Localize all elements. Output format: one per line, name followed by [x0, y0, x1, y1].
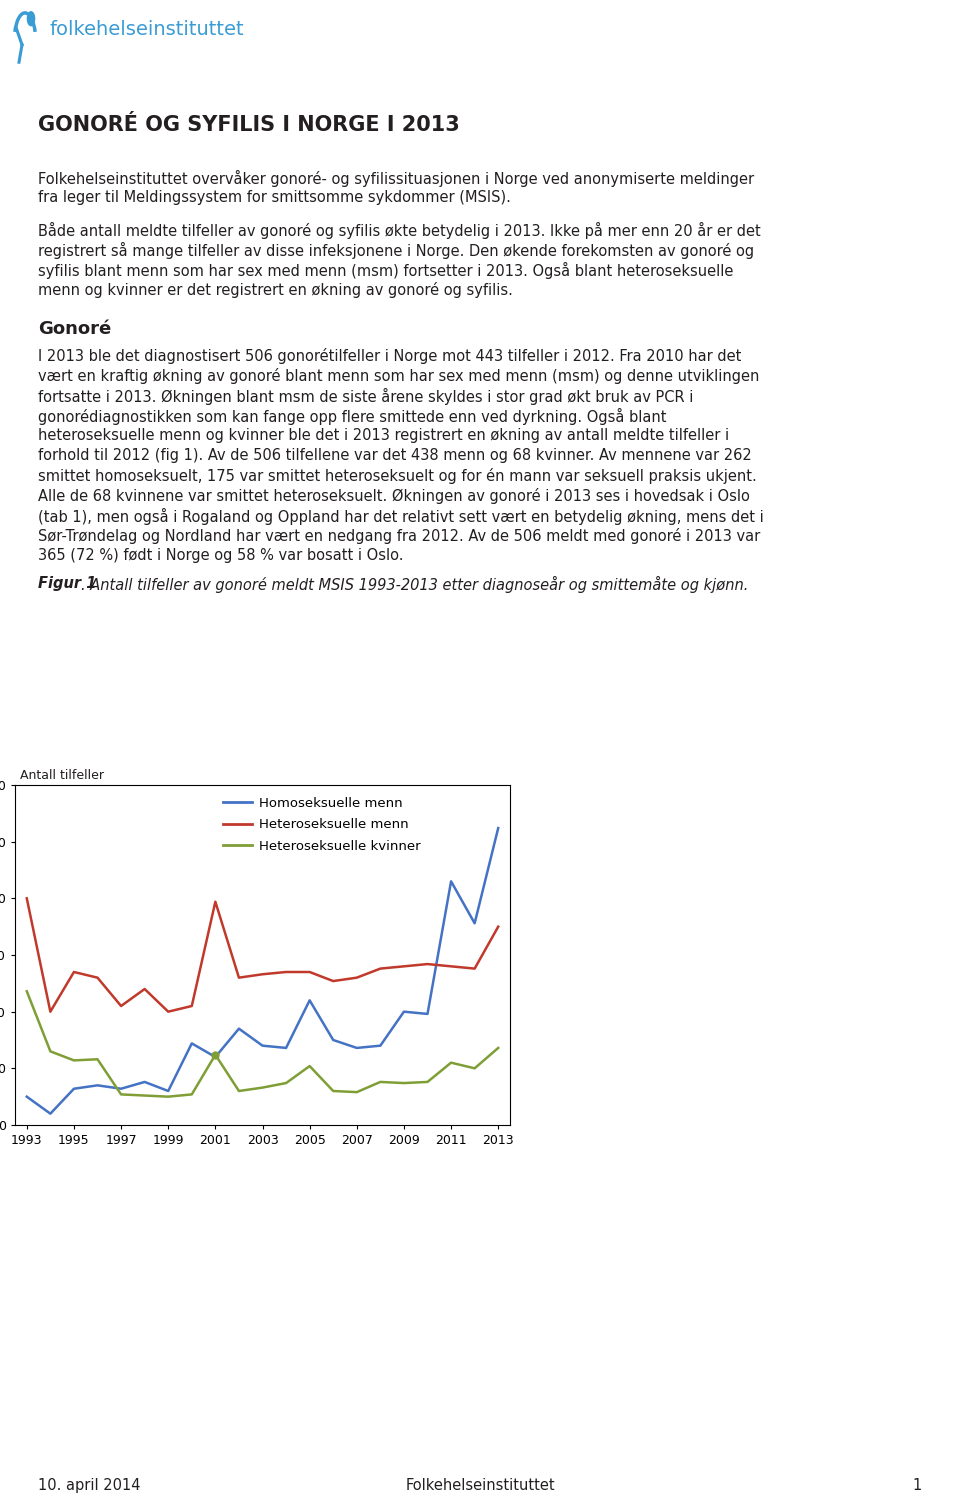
Text: 1: 1 — [913, 1478, 922, 1493]
Text: Figur 1: Figur 1 — [38, 576, 96, 591]
Text: Både antall meldte tilfeller av gonoré og syfilis økte betydelig i 2013. Ikke på: Både antall meldte tilfeller av gonoré o… — [38, 222, 760, 239]
Circle shape — [28, 12, 35, 26]
Text: I 2013 ble det diagnostisert 506 gonorétilfeller i Norge mot 443 tilfeller i 201: I 2013 ble det diagnostisert 506 gonorét… — [38, 348, 741, 364]
Text: forhold til 2012 (fig 1). Av de 506 tilfellene var det 438 menn og 68 kvinner. A: forhold til 2012 (fig 1). Av de 506 tilf… — [38, 447, 752, 462]
Legend: Homoseksuelle menn, Heteroseksuelle menn, Heteroseksuelle kvinner: Homoseksuelle menn, Heteroseksuelle menn… — [218, 792, 426, 858]
Text: 10. april 2014: 10. april 2014 — [38, 1478, 140, 1493]
Text: smittet homoseksuelt, 175 var smittet heteroseksuelt og for én mann var seksuell: smittet homoseksuelt, 175 var smittet he… — [38, 468, 756, 484]
Text: menn og kvinner er det registrert en økning av gonoré og syfilis.: menn og kvinner er det registrert en økn… — [38, 283, 513, 298]
Text: registrert så mange tilfeller av disse infeksjonene i Norge. Den økende forekoms: registrert så mange tilfeller av disse i… — [38, 242, 755, 258]
Text: Alle de 68 kvinnene var smittet heteroseksuelt. Økningen av gonoré i 2013 ses i : Alle de 68 kvinnene var smittet heterose… — [38, 488, 750, 505]
Text: gonorédiagnostikken som kan fange opp flere smittede enn ved dyrkning. Også blan: gonorédiagnostikken som kan fange opp fl… — [38, 408, 666, 425]
Text: Folkehelseinstituttet overvåker gonoré- og syfilissituasjonen i Norge ved anonym: Folkehelseinstituttet overvåker gonoré- … — [38, 171, 755, 187]
Text: heteroseksuelle menn og kvinner ble det i 2013 registrert en økning av antall me: heteroseksuelle menn og kvinner ble det … — [38, 428, 730, 443]
Text: vært en kraftig økning av gonoré blant menn som har sex med menn (msm) og denne : vært en kraftig økning av gonoré blant m… — [38, 369, 759, 384]
Text: fra leger til Meldingssystem for smittsomme sykdommer (MSIS).: fra leger til Meldingssystem for smittso… — [38, 190, 511, 205]
Text: . Antall tilfeller av gonoré meldt MSIS 1993-2013 etter diagnoseår og smittemåte: . Antall tilfeller av gonoré meldt MSIS … — [82, 576, 749, 592]
Text: Folkehelseinstituttet: Folkehelseinstituttet — [405, 1478, 555, 1493]
Text: GONORÉ OG SYFILIS I NORGE I 2013: GONORÉ OG SYFILIS I NORGE I 2013 — [38, 115, 460, 134]
Text: Antall tilfeller: Antall tilfeller — [20, 769, 104, 781]
Text: Sør-Trøndelag og Nordland har vært en nedgang fra 2012. Av de 506 meldt med gono: Sør-Trøndelag og Nordland har vært en ne… — [38, 527, 760, 544]
Text: (tab 1), men også i Rogaland og Oppland har det relativt sett vært en betydelig : (tab 1), men også i Rogaland og Oppland … — [38, 508, 764, 524]
Text: folkehelseinstituttet: folkehelseinstituttet — [50, 20, 245, 39]
Text: fortsatte i 2013. Økningen blant msm de siste årene skyldes i stor grad økt bruk: fortsatte i 2013. Økningen blant msm de … — [38, 388, 693, 405]
Text: 365 (72 %) født i Norge og 58 % var bosatt i Oslo.: 365 (72 %) født i Norge og 58 % var bosa… — [38, 548, 403, 564]
Text: Gonoré: Gonoré — [38, 320, 111, 338]
Text: syfilis blant menn som har sex med menn (msm) fortsetter i 2013. Også blant hete: syfilis blant menn som har sex med menn … — [38, 261, 733, 280]
